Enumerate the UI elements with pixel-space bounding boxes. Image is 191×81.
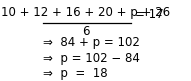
Text: 6: 6 [82,25,89,38]
Text: ⇒  p = 102 − 84: ⇒ p = 102 − 84 [43,52,140,65]
Text: 10 + 12 + 16 + 20 + p + 26: 10 + 12 + 16 + 20 + p + 26 [1,6,170,19]
Text: = 17: = 17 [135,8,164,21]
Text: ⇒  84 + p = 102: ⇒ 84 + p = 102 [43,36,140,49]
Text: ⇒  p  =  18: ⇒ p = 18 [43,67,108,80]
